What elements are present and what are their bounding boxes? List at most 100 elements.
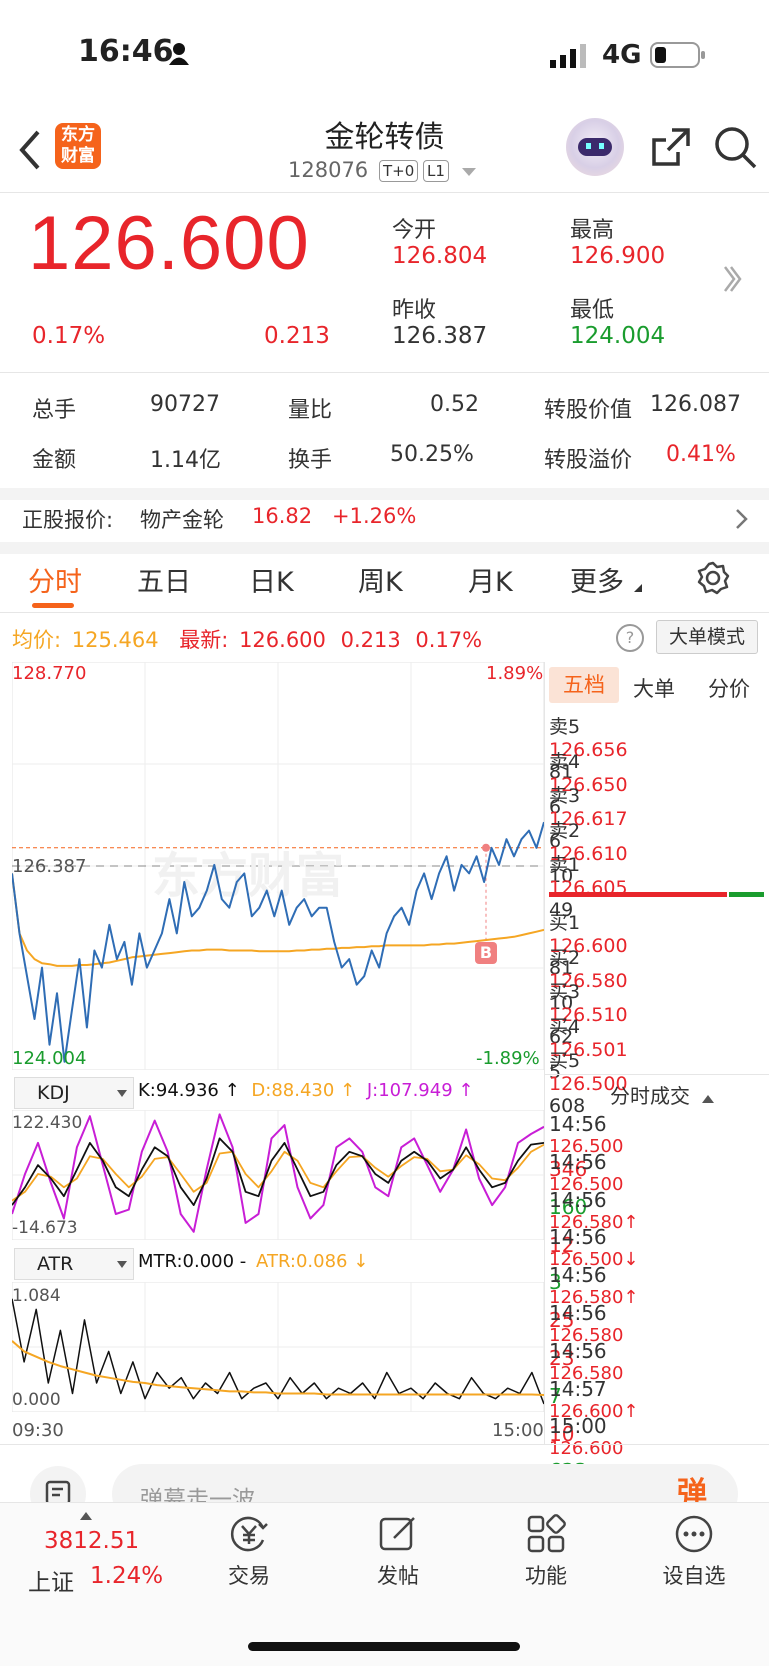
bid-row[interactable]: 买1 126.600 81 [549, 908, 764, 979]
trade-price: 126.580↑ [549, 1287, 639, 1309]
volume-value: 90727 [150, 392, 220, 417]
bid-price: 126.580 [549, 969, 628, 992]
turnover-value: 50.25% [390, 442, 474, 467]
trade-row: 14:56 126.500↓ 3 [549, 1225, 764, 1294]
help-icon[interactable]: ? [616, 624, 644, 652]
trade-yen-icon[interactable] [229, 1514, 269, 1554]
underlying-change: +1.26% [332, 504, 417, 528]
caret-up-icon [80, 1512, 92, 1520]
bid-row[interactable]: 买4 126.501 5 [549, 1012, 764, 1083]
bid-ask-ratio-bar [549, 892, 764, 897]
trade-price: 126.580 [549, 1325, 624, 1346]
atr-mtr-value: MTR:0.000 - [138, 1251, 247, 1272]
index-name[interactable]: 上证 [28, 1570, 74, 1596]
ask-price: 126.617 [549, 808, 628, 830]
tab-monthly-k[interactable]: 月K [468, 567, 513, 598]
trade-row: 14:56 126.500 346 [549, 1112, 764, 1181]
trade-volume: 160 [549, 1194, 588, 1219]
ask-level-label: 卖2 [549, 819, 581, 842]
ask-volume: 10 [549, 864, 574, 887]
bid-level-label: 买3 [549, 981, 581, 1003]
atr-indicator-name: ATR [37, 1253, 74, 1275]
tab-five-level[interactable]: 五档 [549, 667, 619, 703]
tab-active-indicator [32, 603, 74, 608]
big-order-mode-button[interactable]: 大单模式 [656, 620, 758, 654]
nav-post[interactable]: 发帖 [377, 1564, 419, 1588]
chevron-down-icon[interactable] [462, 168, 476, 178]
back-icon[interactable] [18, 130, 42, 170]
security-code-text: 128076 [288, 158, 369, 182]
ask-level-label: 卖3 [549, 785, 581, 807]
ask-row[interactable]: 卖1 126.605 49 [549, 850, 764, 921]
trade-row: 14:56 126.580↑ 25 [549, 1263, 764, 1332]
conv-value-value: 126.087 [650, 392, 741, 417]
turnover-label: 换手 [288, 448, 333, 473]
trade-row: 14:56 126.500 160 [549, 1150, 764, 1219]
app-logo-text: 东方财富 [61, 125, 95, 166]
tab-price-dist[interactable]: 分价 [708, 677, 750, 701]
time-start-label: 09:30 [12, 1420, 64, 1441]
atr-indicator-select[interactable]: ATR [14, 1248, 134, 1280]
share-icon[interactable] [650, 126, 692, 168]
trade-volume: 346 [549, 1157, 588, 1181]
search-icon[interactable] [714, 126, 758, 170]
tab-more[interactable]: 更多 [570, 567, 624, 598]
bid-row[interactable]: 买3 126.510 62 [549, 977, 764, 1048]
chart-info-row: 均价: 125.464 最新: 126.600 0.213 0.17% [12, 624, 482, 654]
t0-badge: T+0 [379, 160, 419, 182]
latest-change-pct: 0.17% [415, 628, 483, 652]
kdj-indicator-select[interactable]: KDJ [14, 1077, 134, 1109]
kdj-k-value: K:94.936 ↑ [138, 1080, 240, 1101]
ask-row[interactable]: 卖2 126.610 10 [549, 816, 764, 887]
battery-icon [650, 42, 705, 68]
prev-close-label: 昨收 [392, 298, 437, 323]
volume-label: 总手 [32, 398, 77, 423]
settings-gear-icon[interactable] [696, 561, 730, 595]
nav-add-watchlist[interactable]: 设自选 [662, 1564, 726, 1588]
assistant-avatar[interactable] [566, 118, 624, 176]
trade-price: 126.500 [549, 1136, 624, 1157]
intraday-chart[interactable]: 东方财富 [12, 662, 544, 1070]
atr-mtr-line [12, 1298, 544, 1405]
trade-time: 14:56 [549, 1301, 607, 1325]
ask-row[interactable]: 卖3 126.617 6 [549, 781, 764, 852]
bid-row[interactable]: 买5 126.500 608 [549, 1046, 764, 1117]
ask-row[interactable]: 卖5 126.656 81 [549, 712, 764, 783]
index-change[interactable]: 1.24% [90, 1563, 164, 1589]
current-price: 126.600 [28, 201, 310, 286]
bid-row[interactable]: 买2 126.580 10 [549, 943, 764, 1014]
tab-five-day[interactable]: 五日 [137, 567, 191, 598]
trades-title-text: 分时成交 [610, 1084, 690, 1108]
ask-row[interactable]: 卖4 126.650 6 [549, 747, 764, 818]
pct-top-label: 1.89% [486, 663, 544, 684]
bid-ratio-segment [729, 892, 764, 897]
atr-chart[interactable] [12, 1282, 544, 1412]
post-edit-icon[interactable] [378, 1514, 418, 1554]
underlying-row[interactable]: 正股报价: 物产金轮 16.82 +1.26% [0, 500, 769, 542]
index-value[interactable]: 3812.51 [44, 1528, 140, 1554]
more-dots-icon[interactable] [674, 1514, 714, 1554]
double-chevron-right-icon[interactable] [722, 264, 742, 294]
open-label: 今开 [392, 218, 437, 243]
person-icon [169, 43, 189, 65]
kdj-chart[interactable] [12, 1110, 544, 1240]
nav-trade[interactable]: 交易 [228, 1564, 270, 1588]
change-percent: 0.17% [32, 323, 106, 349]
ask-price: 126.650 [549, 773, 628, 796]
open-value: 126.804 [392, 243, 488, 269]
tab-intraday[interactable]: 分时 [28, 567, 82, 598]
nav-functions[interactable]: 功能 [525, 1564, 567, 1588]
trade-price: 126.600↑ [549, 1400, 639, 1422]
chevron-right-icon [736, 509, 748, 529]
ask-level-label: 卖4 [549, 750, 581, 773]
bid-level-label: 买4 [549, 1015, 581, 1038]
trade-time: 14:56 [549, 1338, 607, 1363]
ask-price: 126.610 [549, 842, 628, 865]
underlying-label: 正股报价: [22, 508, 114, 532]
trades-title[interactable]: 分时成交 [610, 1080, 715, 1109]
tab-daily-k[interactable]: 日K [249, 567, 294, 598]
grid-apps-icon[interactable] [526, 1514, 566, 1554]
tab-weekly-k[interactable]: 周K [358, 567, 403, 598]
kdj-j-value: J:107.949 ↑ [366, 1080, 474, 1101]
tab-big-order[interactable]: 大单 [633, 677, 675, 701]
